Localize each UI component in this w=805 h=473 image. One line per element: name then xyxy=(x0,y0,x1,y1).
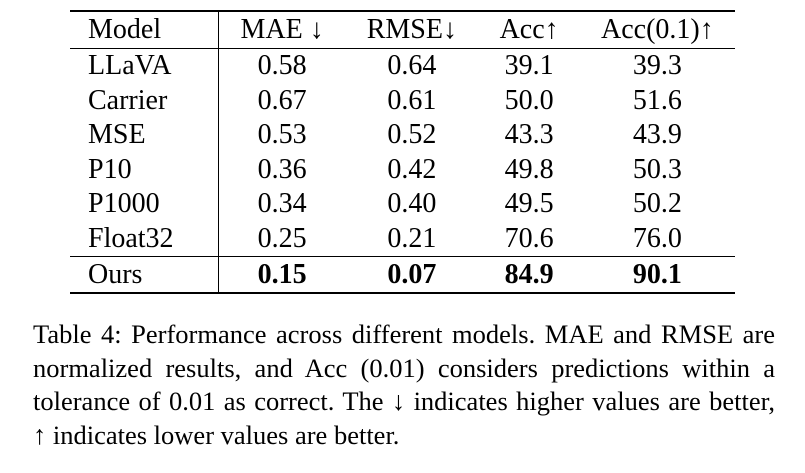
cell-rmse: 0.42 xyxy=(387,153,437,185)
cell-model: P1000 xyxy=(70,187,220,222)
cell-model: Ours xyxy=(70,256,220,293)
table-body: LLaVA 0.58 0.64 39.1 39.3 Carrier 0.67 0… xyxy=(70,48,735,293)
results-table-container: Model MAE ↓ RMSE↓ Acc↑ Acc(0.1)↑ LLaVA 0… xyxy=(70,10,735,294)
cell-acc: 49.5 xyxy=(504,188,554,220)
cell-acc-0-1: 39.3 xyxy=(632,50,682,82)
header-row: Model MAE ↓ RMSE↓ Acc↑ Acc(0.1)↑ xyxy=(70,11,735,49)
table-row-ours: Ours 0.15 0.07 84.9 90.1 xyxy=(70,256,735,293)
cell-acc: 49.8 xyxy=(504,153,554,185)
cell-acc: 50.0 xyxy=(504,84,554,116)
cell-acc: 70.6 xyxy=(504,222,554,254)
header-acc-0-1: Acc(0.1)↑ xyxy=(601,14,714,45)
cell-acc: 43.3 xyxy=(504,119,554,151)
cell-acc: 84.9 xyxy=(504,258,554,290)
table-row: MSE 0.53 0.52 43.3 43.9 xyxy=(70,118,735,153)
cell-model: LLaVA xyxy=(70,48,220,84)
cell-model: MSE xyxy=(70,118,220,153)
cell-rmse: 0.64 xyxy=(387,50,437,82)
cell-rmse: 0.61 xyxy=(387,84,437,116)
cell-rmse: 0.52 xyxy=(387,119,437,151)
header-rmse: RMSE↓ xyxy=(366,14,457,45)
results-table: Model MAE ↓ RMSE↓ Acc↑ Acc(0.1)↑ LLaVA 0… xyxy=(70,10,735,294)
cell-mae: 0.36 xyxy=(257,153,307,185)
cell-mae: 0.34 xyxy=(257,188,307,220)
cell-acc-0-1: 43.9 xyxy=(632,119,682,151)
cell-rmse: 0.07 xyxy=(387,258,437,290)
cell-model: Carrier xyxy=(70,83,220,118)
cell-model: Float32 xyxy=(70,221,220,257)
cell-model: P10 xyxy=(70,152,220,187)
cell-rmse: 0.21 xyxy=(387,222,437,254)
table-row: LLaVA 0.58 0.64 39.1 39.3 xyxy=(70,48,735,84)
cell-acc-0-1: 51.6 xyxy=(632,84,682,116)
table-row: Carrier 0.67 0.61 50.0 51.6 xyxy=(70,83,735,118)
cell-mae: 0.15 xyxy=(257,258,307,290)
header-mae: MAE ↓ xyxy=(240,14,324,45)
table-row: P10 0.36 0.42 49.8 50.3 xyxy=(70,152,735,187)
cell-mae: 0.25 xyxy=(257,222,307,254)
cell-mae: 0.67 xyxy=(257,84,307,116)
cell-acc-0-1: 76.0 xyxy=(632,222,682,254)
cell-acc-0-1: 50.2 xyxy=(632,188,682,220)
table-row: Float32 0.25 0.21 70.6 76.0 xyxy=(70,221,735,257)
header-model: Model xyxy=(70,11,220,49)
cell-rmse: 0.40 xyxy=(387,188,437,220)
cell-mae: 0.58 xyxy=(257,50,307,82)
header-acc: Acc↑ xyxy=(499,14,559,45)
cell-mae: 0.53 xyxy=(257,119,307,151)
table-caption: Table 4: Performance across different mo… xyxy=(33,319,775,450)
table-header: Model MAE ↓ RMSE↓ Acc↑ Acc(0.1)↑ xyxy=(70,11,735,49)
cell-acc-0-1: 90.1 xyxy=(632,258,682,290)
table-row: P1000 0.34 0.40 49.5 50.2 xyxy=(70,187,735,222)
cell-acc-0-1: 50.3 xyxy=(632,153,682,185)
cell-acc: 39.1 xyxy=(504,50,554,82)
